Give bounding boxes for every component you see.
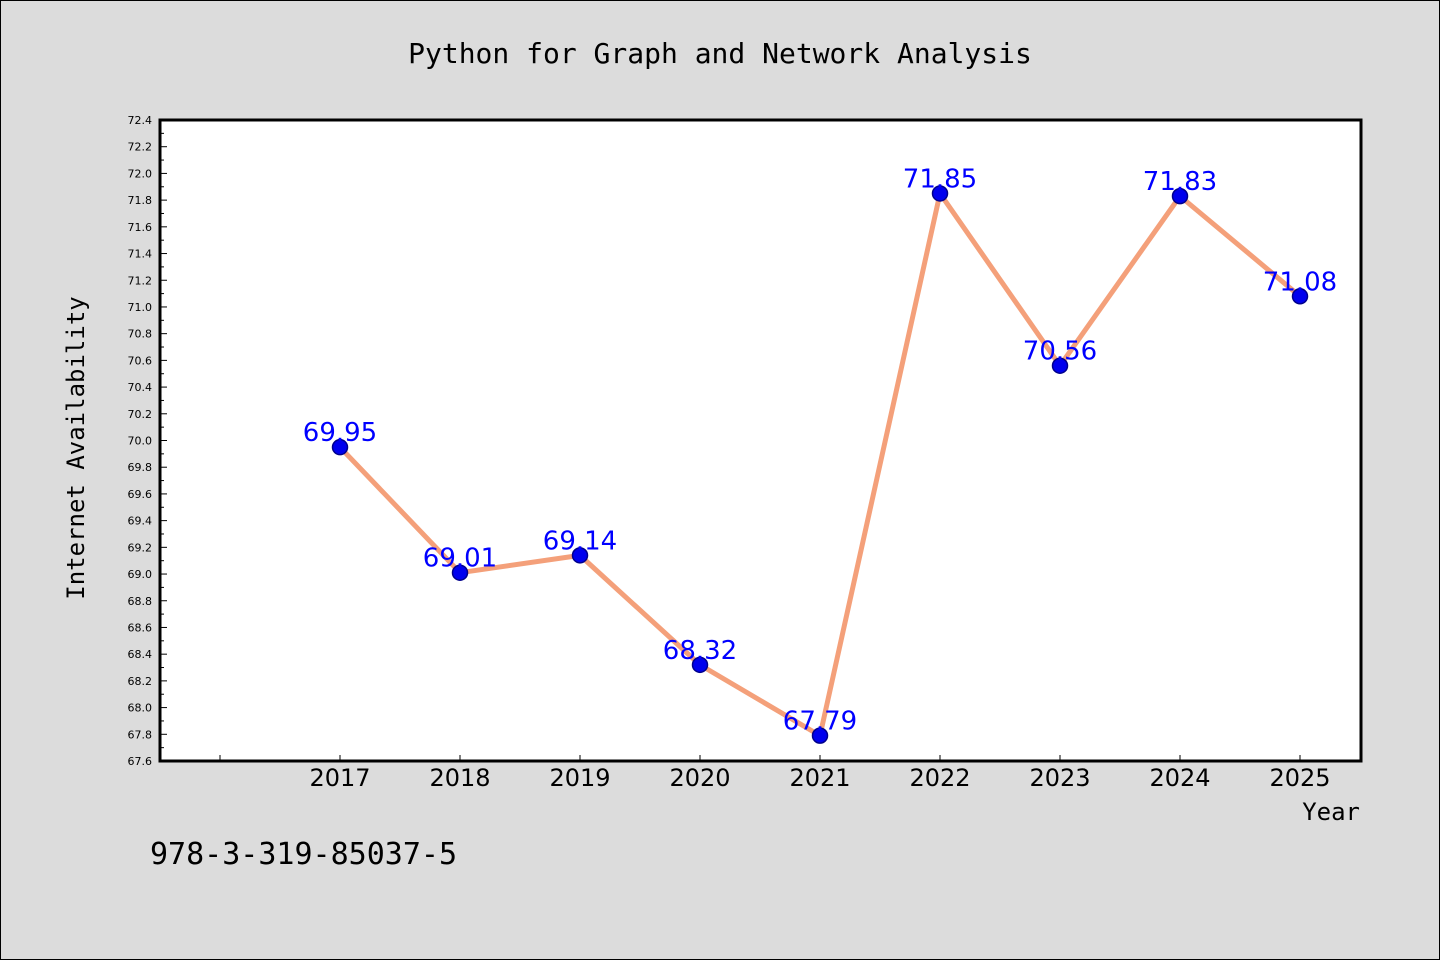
y-tick-label: 67.8 — [128, 728, 153, 741]
y-tick-label: 71.4 — [128, 248, 153, 261]
data-point — [931, 185, 949, 202]
data-point — [1291, 288, 1309, 305]
data-point — [571, 547, 589, 564]
data-point — [1051, 357, 1069, 374]
data-label: 71.83 — [1143, 167, 1217, 197]
data-label: 69.01 — [423, 544, 497, 574]
y-tick-label: 69.8 — [128, 461, 153, 474]
y-tick-label: 68.0 — [128, 702, 153, 715]
chart-title: Python for Graph and Network Analysis — [408, 37, 1032, 70]
y-tick-label: 72.0 — [128, 167, 153, 180]
data-label: 67.79 — [783, 707, 857, 737]
y-tick-label: 71.0 — [128, 301, 153, 314]
data-label: 71.85 — [903, 164, 977, 194]
y-tick-label: 70.4 — [128, 381, 153, 394]
x-tick-label: 2018 — [429, 764, 490, 792]
x-tick-label: 2017 — [309, 764, 370, 792]
y-tick-label: 69.6 — [128, 488, 153, 501]
y-tick-label: 72.2 — [128, 141, 153, 154]
x-tick-label: 2021 — [789, 764, 850, 792]
y-tick-label: 68.2 — [128, 675, 153, 688]
y-tick-label: 67.6 — [128, 755, 153, 768]
y-tick-label: 69.2 — [128, 541, 153, 554]
plot-border — [158, 118, 1363, 763]
x-tick-label: 2019 — [549, 764, 610, 792]
data-label: 69.95 — [303, 418, 377, 448]
x-tick-label: 2024 — [1149, 764, 1210, 792]
data-label: 71.08 — [1263, 267, 1337, 297]
footer-isbn: 978-3-319-85037-5 — [150, 837, 457, 872]
y-tick-label: 68.8 — [128, 595, 153, 608]
series-layer: 69.95 69.01 69.14 68.32 67.79 71.85 70.56 71.83… — [303, 164, 1337, 744]
y-tick-label: 69.4 — [128, 515, 153, 528]
y-tick-label: 70.2 — [128, 408, 153, 421]
y-tick-label: 70.0 — [128, 435, 153, 448]
y-tick-label: 70.6 — [128, 354, 153, 367]
data-label: 70.56 — [1023, 337, 1097, 367]
data-label: 68.32 — [663, 636, 737, 666]
x-tick-label: 2022 — [909, 764, 970, 792]
x-tick-label: 2025 — [1269, 764, 1330, 792]
y-tick-label: 72.4 — [128, 114, 153, 127]
y-axis-label: Internet Availability — [62, 296, 90, 599]
x-tick-label: 2023 — [1029, 764, 1090, 792]
y-tick-label: 69.0 — [128, 568, 153, 581]
x-axis-label: Year — [1302, 798, 1360, 826]
y-tick-label: 71.8 — [128, 194, 153, 207]
y-tick-label: 70.8 — [128, 328, 153, 341]
y-tick-label: 68.6 — [128, 621, 153, 634]
y-tick-label: 71.2 — [128, 274, 153, 287]
x-tick-label: 2020 — [669, 764, 730, 792]
data-point — [331, 438, 349, 456]
axes-layer: 67.6 67.8 68.0 68.2 68.4 68.6 68.8 69.0 69.2 69.4… — [128, 114, 1331, 792]
data-point — [1171, 187, 1189, 205]
y-tick-label: 71.6 — [128, 221, 153, 234]
data-label: 69.14 — [543, 526, 617, 556]
data-point — [811, 727, 829, 744]
data-point — [451, 564, 469, 581]
y-tick-label: 68.4 — [128, 648, 153, 661]
data-point — [691, 656, 709, 674]
